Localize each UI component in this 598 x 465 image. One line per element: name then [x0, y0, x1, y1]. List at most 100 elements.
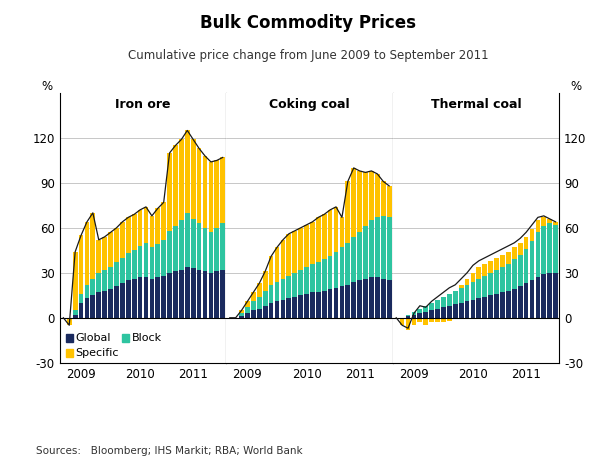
Bar: [209, 273, 213, 318]
Bar: [191, 219, 196, 268]
Bar: [167, 153, 172, 231]
Bar: [346, 181, 350, 243]
Bar: [84, 298, 89, 318]
Bar: [161, 202, 166, 240]
Bar: [465, 301, 469, 318]
Bar: [185, 267, 190, 318]
Bar: [167, 231, 172, 273]
Bar: [536, 220, 540, 232]
Y-axis label: %: %: [570, 80, 581, 93]
Bar: [429, 303, 434, 310]
Bar: [179, 220, 184, 270]
Bar: [352, 282, 356, 318]
Bar: [423, 318, 428, 325]
Bar: [494, 258, 499, 270]
Bar: [155, 208, 160, 244]
Bar: [179, 140, 184, 220]
Bar: [84, 285, 89, 298]
Bar: [423, 312, 428, 318]
Bar: [126, 280, 130, 318]
Bar: [363, 173, 368, 226]
Bar: [245, 307, 250, 313]
Bar: [441, 307, 446, 318]
Bar: [541, 226, 546, 274]
Bar: [67, 318, 72, 325]
Bar: [352, 237, 356, 282]
Bar: [357, 171, 362, 232]
Bar: [73, 310, 78, 315]
Bar: [429, 310, 434, 318]
Bar: [245, 313, 250, 318]
Bar: [257, 297, 262, 309]
Bar: [108, 267, 113, 289]
Bar: [173, 146, 178, 226]
Bar: [245, 301, 250, 307]
Bar: [274, 247, 279, 282]
Bar: [84, 222, 89, 285]
Bar: [185, 213, 190, 267]
Bar: [191, 140, 196, 219]
Bar: [203, 228, 208, 271]
Bar: [126, 253, 130, 280]
Bar: [292, 231, 297, 273]
Bar: [108, 289, 113, 318]
Bar: [340, 286, 344, 318]
Bar: [346, 243, 350, 285]
Bar: [357, 232, 362, 280]
Bar: [417, 318, 422, 322]
Bar: [530, 241, 535, 280]
Bar: [304, 294, 309, 318]
Bar: [547, 223, 552, 273]
Text: Thermal coal: Thermal coal: [431, 99, 521, 112]
Bar: [417, 309, 422, 313]
Bar: [138, 210, 142, 246]
Bar: [280, 300, 285, 318]
Bar: [269, 303, 273, 318]
Bar: [132, 279, 136, 318]
Bar: [144, 207, 148, 243]
Bar: [102, 291, 107, 318]
Bar: [369, 277, 374, 318]
Bar: [73, 252, 78, 310]
Bar: [322, 214, 327, 259]
Bar: [292, 273, 297, 297]
Bar: [239, 316, 244, 318]
Bar: [220, 223, 225, 270]
Bar: [435, 300, 440, 309]
Bar: [263, 306, 267, 318]
Text: Coking coal: Coking coal: [269, 99, 350, 112]
Bar: [429, 318, 434, 322]
Bar: [197, 270, 202, 318]
Bar: [553, 273, 558, 318]
Bar: [381, 216, 386, 279]
Bar: [340, 217, 344, 247]
Bar: [465, 285, 469, 301]
Bar: [381, 279, 386, 318]
Bar: [483, 297, 487, 318]
Bar: [286, 234, 291, 276]
Bar: [269, 285, 273, 303]
Bar: [316, 262, 321, 292]
Bar: [304, 225, 309, 267]
Bar: [316, 217, 321, 262]
Bar: [263, 291, 267, 306]
Bar: [161, 240, 166, 276]
Bar: [453, 304, 457, 318]
Bar: [203, 156, 208, 228]
Bar: [459, 285, 463, 288]
Bar: [274, 301, 279, 318]
Bar: [352, 168, 356, 237]
Bar: [346, 285, 350, 318]
Bar: [553, 222, 558, 225]
Bar: [447, 318, 451, 321]
Bar: [524, 249, 529, 283]
Text: Block: Block: [132, 333, 162, 343]
Bar: [322, 291, 327, 318]
Bar: [363, 226, 368, 279]
Bar: [524, 237, 529, 249]
Bar: [79, 235, 83, 294]
Bar: [459, 303, 463, 318]
Bar: [506, 264, 511, 291]
Bar: [524, 283, 529, 318]
Bar: [357, 280, 362, 318]
